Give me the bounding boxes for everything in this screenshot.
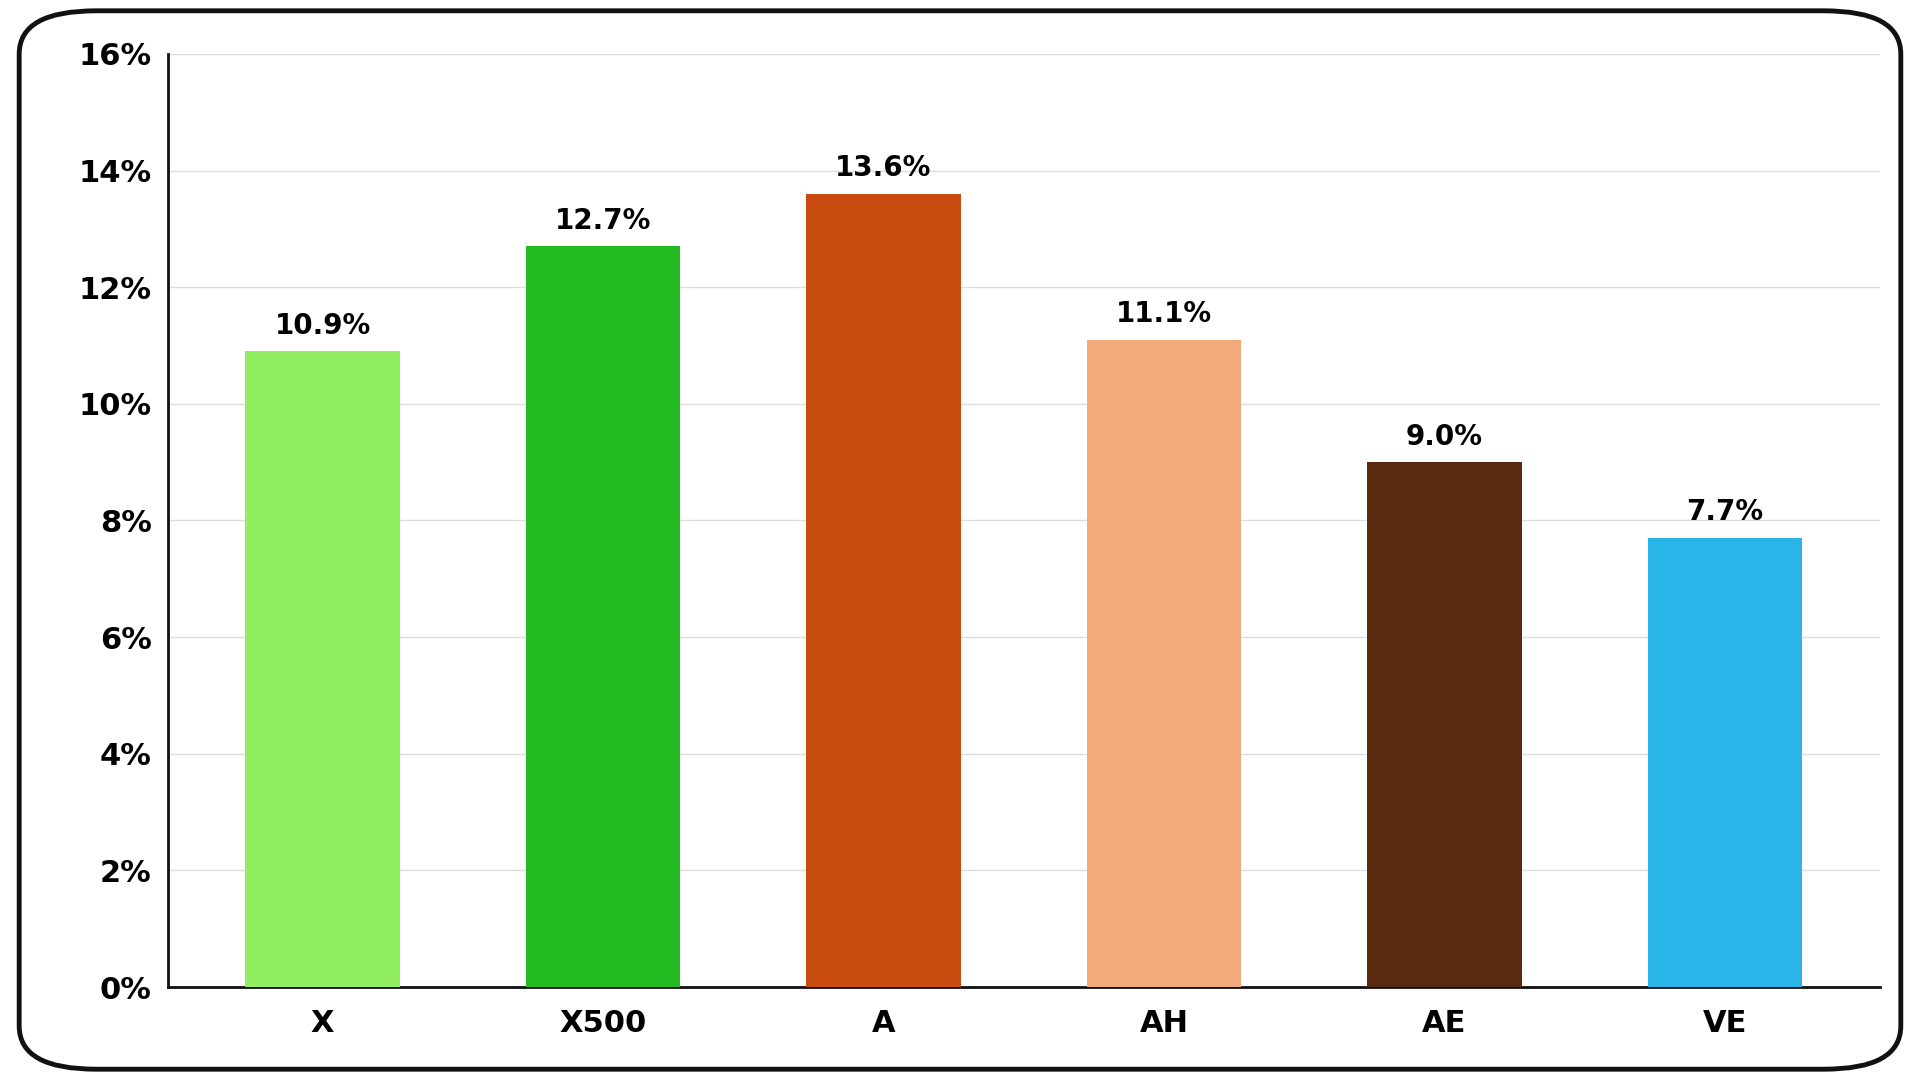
Bar xyxy=(1087,340,1240,987)
Text: 12.7%: 12.7% xyxy=(555,206,651,234)
Text: 11.1%: 11.1% xyxy=(1116,300,1212,328)
Bar xyxy=(1367,462,1523,987)
Bar xyxy=(246,351,399,987)
Text: 10.9%: 10.9% xyxy=(275,312,371,340)
Text: 9.0%: 9.0% xyxy=(1405,422,1482,450)
Bar xyxy=(806,194,960,987)
Text: 7.7%: 7.7% xyxy=(1686,498,1764,526)
Text: 13.6%: 13.6% xyxy=(835,154,931,183)
Bar xyxy=(526,246,680,987)
Bar xyxy=(1647,538,1803,987)
